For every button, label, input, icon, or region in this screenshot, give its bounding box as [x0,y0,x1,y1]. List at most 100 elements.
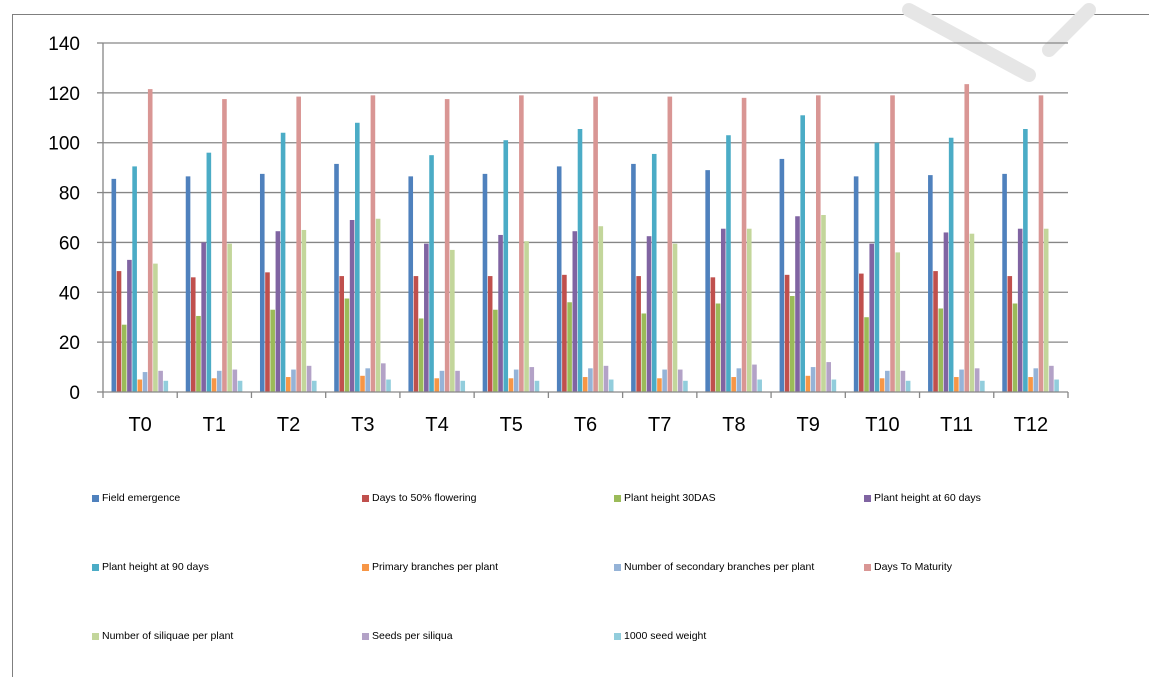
y-tick-label: 0 [69,383,80,404]
bar-T4-10 [460,380,466,392]
bar-T11-5 [954,377,959,392]
bar-T6-5 [582,377,588,392]
y-tick-label: 120 [48,84,80,105]
bar-T7-4 [651,153,657,392]
bar-T1-8 [227,243,232,392]
bar-T5-5 [508,378,514,392]
x-tick-label: T7 [648,414,671,436]
bar-T3-4 [355,122,360,393]
bar-T4-8 [450,249,455,392]
bar-T7-5 [657,378,662,392]
bar-T2-4 [280,132,286,392]
bar-T11-8 [969,233,975,392]
bar-T11-6 [959,369,964,392]
bar-T8-4 [726,135,731,392]
bar-T1-9 [232,369,238,392]
bar-T3-6 [365,368,371,392]
bar-T9-9 [826,362,831,392]
bar-T5-10 [534,380,540,392]
bar-T3-10 [386,379,391,392]
x-tick-label: T6 [574,414,597,436]
bar-T7-10 [683,380,688,392]
bar-T12-0 [1002,173,1007,392]
bar-T7-7 [667,96,673,392]
bar-T12-5 [1028,377,1033,392]
bar-T4-2 [418,318,424,392]
bar-T5-2 [493,309,498,392]
bar-T0-3 [127,259,132,392]
bar-T8-9 [752,364,757,392]
bar-T12-2 [1012,303,1018,392]
x-axis-ticks: T0 T1 T2 T3 T4 T5 T6 T7 T8 T9 T10 T11 T12 [128,414,1048,436]
x-tick-label: T12 [1014,414,1048,436]
bar-T1-10 [237,380,243,392]
bar-T4-1 [413,276,419,392]
bar-T10-8 [895,252,901,392]
bar-T12-10 [1054,379,1059,392]
x-tick-label: T1 [203,414,226,436]
bar-T2-0 [259,173,265,392]
bar-T2-3 [275,231,281,392]
bar-T2-1 [265,272,270,392]
bar-T7-0 [631,163,636,392]
bar-T0-2 [121,324,127,392]
y-tick-label: 40 [59,283,80,304]
bar-T9-6 [810,367,816,392]
bar-T10-2 [864,317,869,392]
x-tick-label: T0 [128,414,151,436]
bar-T11-10 [980,380,985,392]
y-axis-ticks: 0 20 40 60 80 100 120 140 [48,34,80,404]
bar-T10-10 [905,380,911,392]
bar-T5-9 [529,367,535,392]
bar-T0-10 [163,380,169,392]
bar-T9-10 [831,379,837,392]
bar-T5-6 [513,369,519,392]
bar-T6-0 [556,166,562,392]
bar-T3-9 [381,363,386,392]
bar-T11-2 [938,308,944,392]
bar-T11-4 [948,137,954,392]
bar-T11-1 [933,271,938,392]
bar-T5-4 [503,140,509,392]
bar-T8-5 [731,377,736,392]
bar-T0-0 [111,178,117,392]
bar-T12-1 [1007,276,1013,392]
bar-T6-3 [572,231,578,392]
bar-T10-7 [890,95,895,392]
bar-T7-6 [662,369,667,392]
bar-T6-10 [608,379,614,392]
bar-T8-0 [705,170,710,392]
bar-T0-4 [132,166,137,392]
bar-T9-0 [779,158,785,392]
bar-T4-9 [455,370,460,392]
bar-T1-7 [222,99,227,392]
bar-T9-4 [800,115,805,393]
bar-T12-8 [1043,228,1049,392]
bar-T5-7 [519,95,524,392]
bar-T10-4 [874,142,880,392]
x-tick-label: T3 [351,414,374,436]
bar-T0-5 [137,379,143,392]
bar-T6-9 [603,365,609,392]
bar-T7-9 [677,369,683,392]
bar-T10-0 [853,176,859,392]
bar-T2-6 [291,369,296,392]
bar-T1-5 [211,378,217,392]
bar-T11-3 [943,232,949,392]
y-tick-label: 20 [59,333,80,354]
bar-T9-3 [795,216,800,392]
bar-T9-8 [821,215,826,392]
bar-T0-1 [116,271,122,392]
bar-T1-2 [196,315,201,392]
bar-T7-2 [641,313,647,392]
bar-T9-7 [815,95,821,392]
bar-T3-7 [370,95,376,392]
bar-T8-3 [720,228,726,392]
bar-T6-7 [593,96,598,392]
x-tick-label: T11 [940,414,973,436]
bar-T5-1 [487,276,493,392]
bar-T1-0 [185,176,191,392]
bar-T10-1 [859,273,864,392]
bar-T7-1 [636,276,641,392]
